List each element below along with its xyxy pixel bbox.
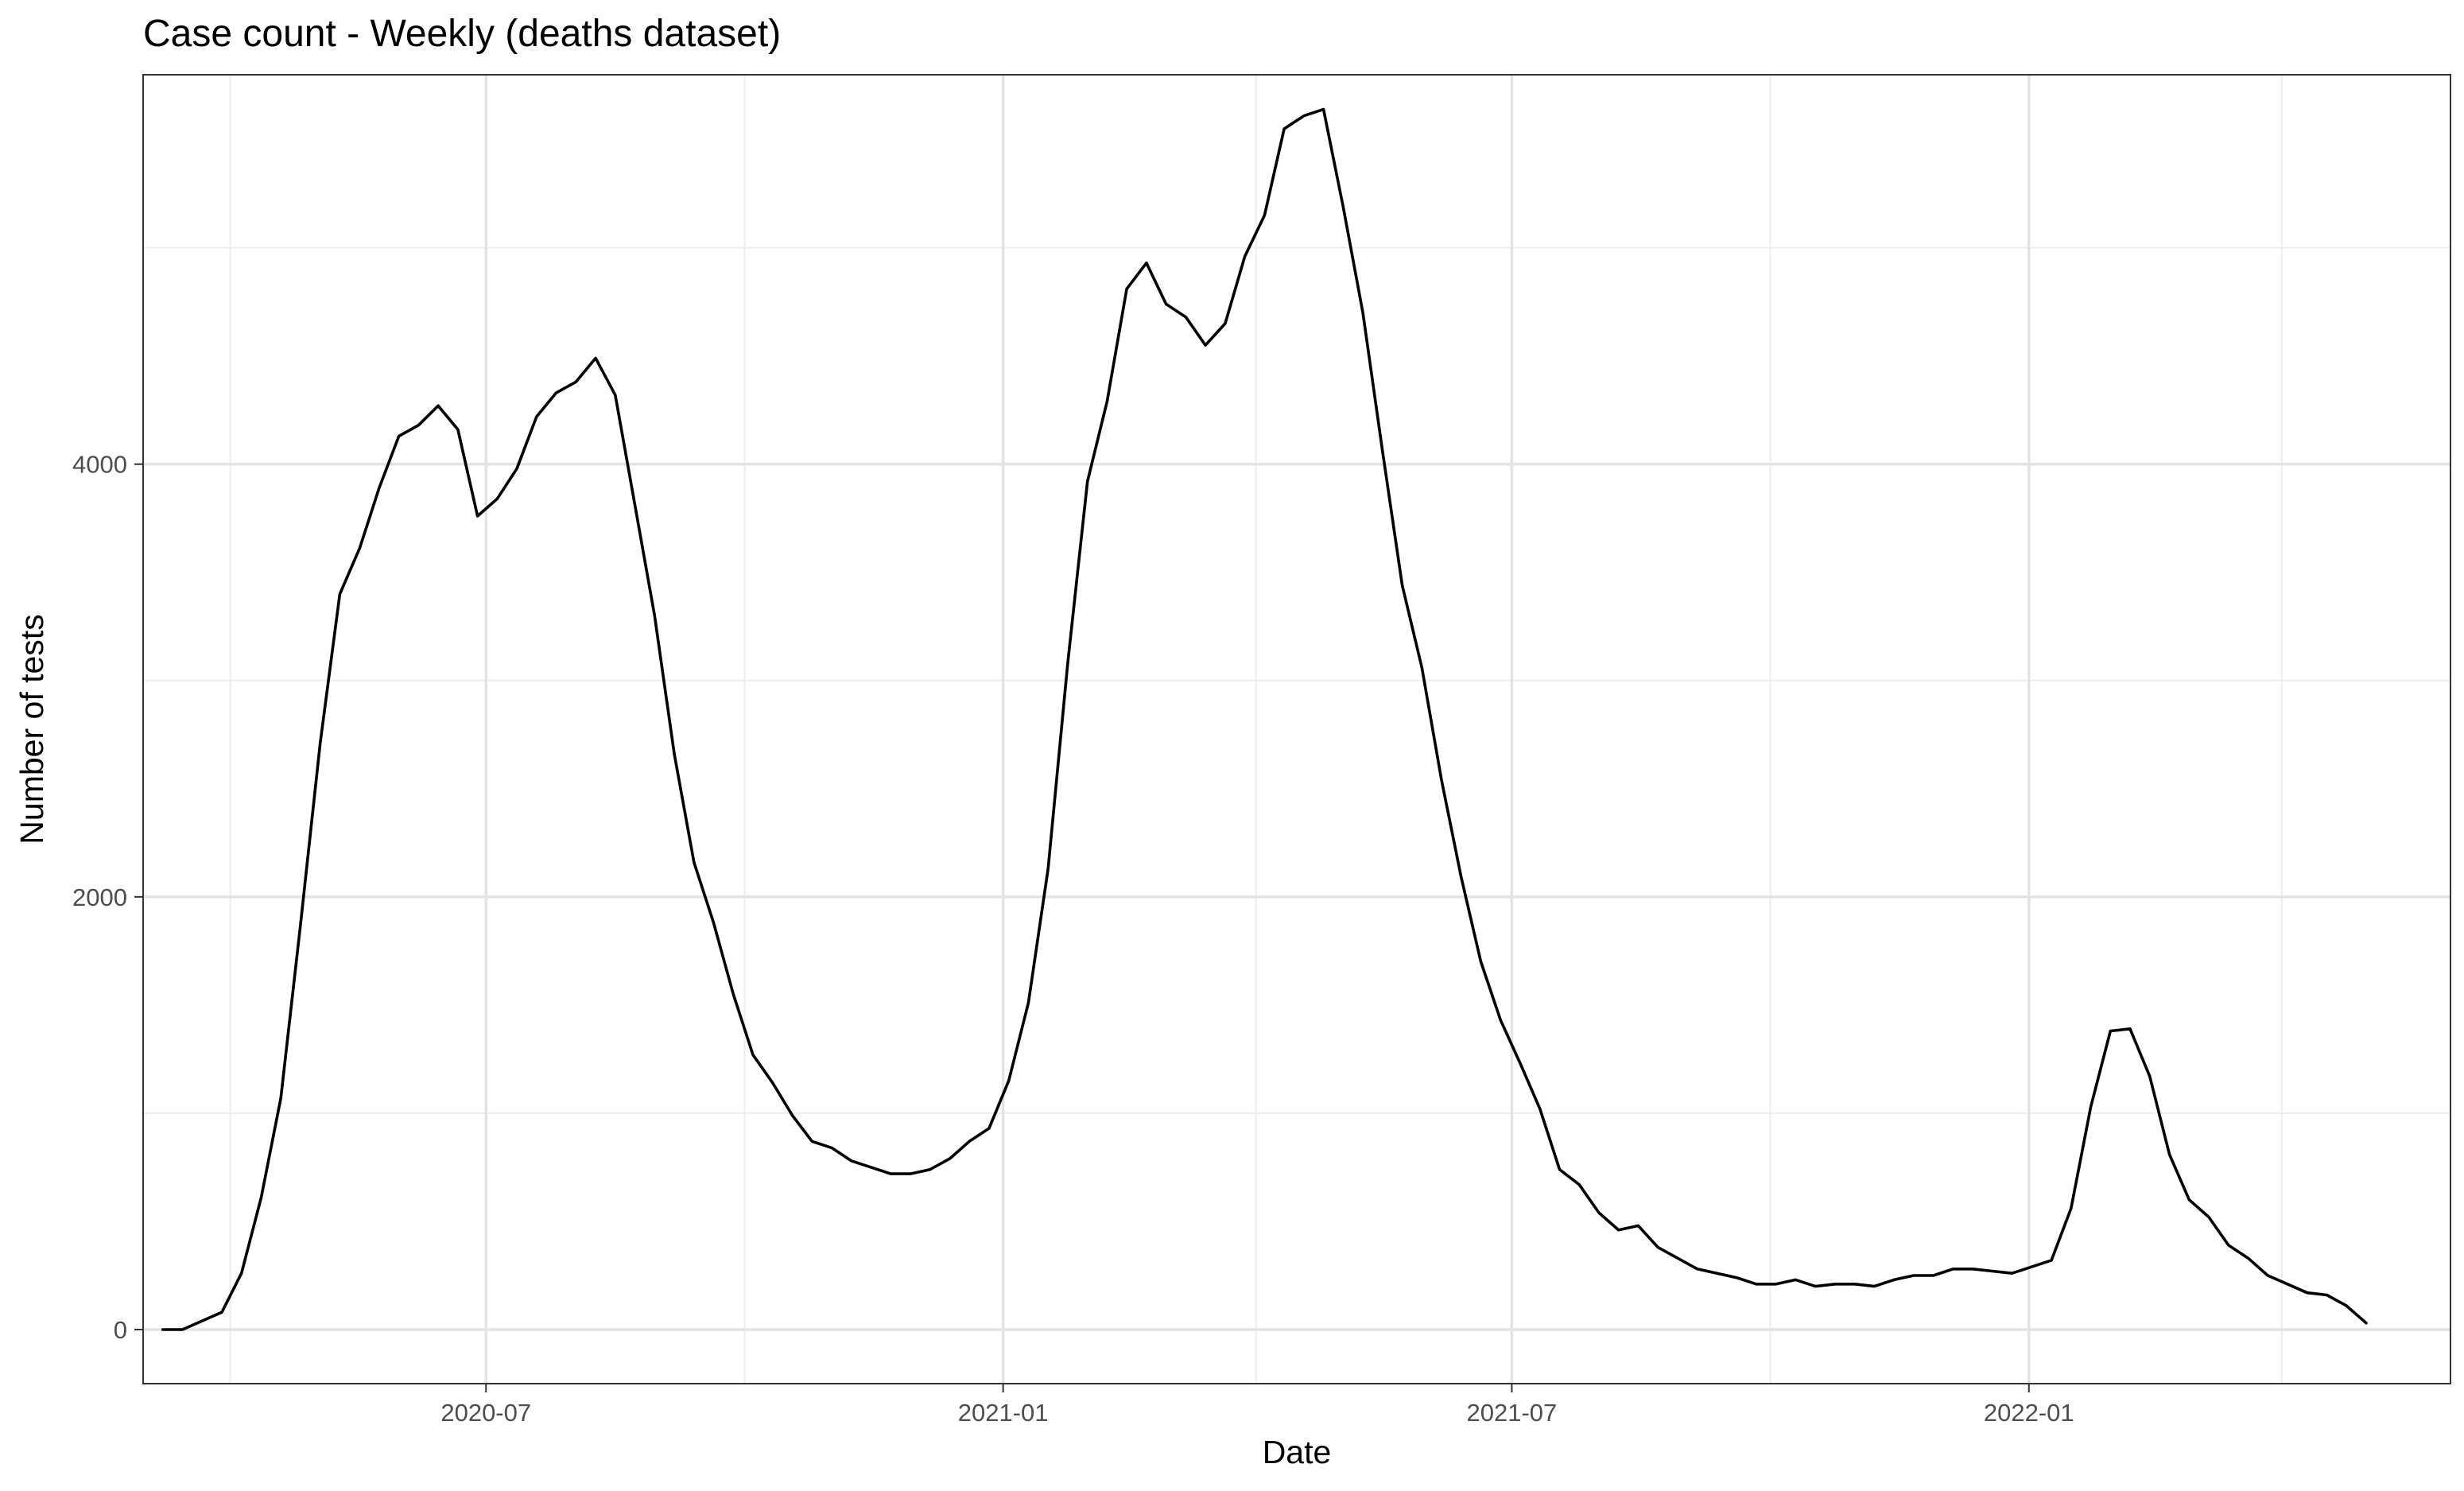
series-line — [161, 107, 2368, 1331]
plot-panel-border — [142, 74, 2451, 1384]
y-tick-label: 4000 — [72, 451, 127, 479]
series-layer — [161, 107, 2368, 1331]
y-axis-title: Number of tests — [14, 614, 50, 844]
chart-title: Case count - Weekly (deaths dataset) — [143, 13, 781, 55]
x-tick-label: 2022-01 — [1984, 1399, 2074, 1427]
y-tick-label: 0 — [114, 1316, 127, 1344]
x-tick-label: 2021-01 — [958, 1399, 1049, 1427]
x-tick-label: 2021-07 — [1467, 1399, 1558, 1427]
axes: 2020-07 2021-01 2021-07 2022-01 0 2000 4000 — [72, 451, 2074, 1427]
x-axis-title: Date — [1263, 1434, 1332, 1470]
y-tick-label: 2000 — [72, 883, 127, 911]
grid-lines — [143, 75, 2450, 1384]
x-tick-label: 2020-07 — [440, 1399, 531, 1427]
